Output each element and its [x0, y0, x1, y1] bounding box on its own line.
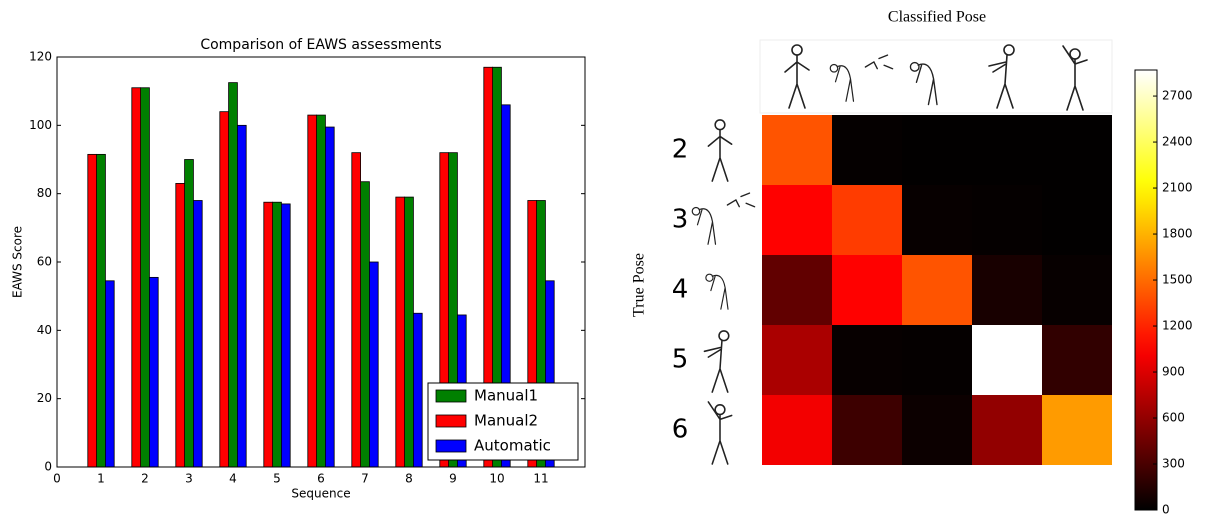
figure: Comparison of EAWS assessments Sequence EA… [0, 0, 1208, 514]
x-tick-label: 0 [53, 472, 61, 486]
y-tick-label: 6 [672, 415, 689, 445]
legend-swatch [436, 390, 466, 402]
x-tick-label: 8 [405, 472, 413, 486]
bar [405, 197, 414, 467]
bar [413, 313, 422, 467]
heatmap-cell [902, 395, 972, 465]
colorbar-tick-label: 1800 [1162, 227, 1193, 241]
y-tick-label: 40 [37, 323, 52, 337]
heatmap-cell [762, 255, 832, 325]
heatmap-cell [902, 255, 972, 325]
heatmap-cell [972, 395, 1042, 465]
heatmap-cell [832, 185, 902, 255]
chart-title: Classified Pose [888, 9, 986, 26]
x-tick-label: 3 [185, 472, 193, 486]
heatmap-cell [972, 255, 1042, 325]
x-axis-label: Sequence [291, 487, 350, 501]
bar [369, 262, 378, 467]
heatmap-cell [762, 185, 832, 255]
bar [105, 281, 114, 467]
y-tick-label: 120 [29, 50, 52, 64]
x-tick-label: 7 [361, 472, 369, 486]
legend-swatch [436, 440, 466, 452]
legend-label: Manual1 [474, 387, 538, 405]
heatmap-cell [902, 185, 972, 255]
heatmap-cell [972, 325, 1042, 395]
heatmap-cell [1042, 325, 1112, 395]
colorbar-tick-label: 2400 [1162, 135, 1193, 149]
bar [149, 277, 158, 467]
colorbar-tick-label: 600 [1162, 411, 1185, 425]
bar [220, 112, 229, 467]
bar [281, 204, 290, 467]
x-tick-label: 10 [489, 472, 504, 486]
bar [308, 115, 317, 467]
bar [273, 202, 282, 467]
heatmap-cell [902, 115, 972, 185]
y-tick-label: 5 [672, 345, 689, 375]
heatmap-cell [972, 115, 1042, 185]
chart-title: Comparison of EAWS assessments [200, 37, 441, 53]
colorbar-tick-label: 2100 [1162, 181, 1193, 195]
heatmap-cell [762, 395, 832, 465]
heatmap-cell [972, 185, 1042, 255]
heatmap-cell [1042, 185, 1112, 255]
heatmap-cell [1042, 395, 1112, 465]
bar [317, 115, 326, 467]
y-axis-label: EAWS Score [11, 226, 25, 298]
x-tick-label: 2 [141, 472, 149, 486]
colorbar-tick-label: 1200 [1162, 319, 1193, 333]
heatmap-cell [1042, 115, 1112, 185]
y-tick-label: 20 [37, 391, 52, 405]
bar [97, 154, 106, 467]
heatmap-cell [832, 115, 902, 185]
x-tick-label: 1 [97, 472, 105, 486]
heatmap-cell [832, 325, 902, 395]
bar [141, 88, 150, 467]
bar [185, 160, 194, 468]
heatmap-cell [1042, 255, 1112, 325]
x-tick-label: 11 [533, 472, 548, 486]
colorbar-tick-label: 0 [1162, 503, 1170, 515]
y-axis-label: True Pose [631, 253, 648, 317]
bar [132, 88, 141, 467]
y-tick-label: 3 [672, 205, 689, 235]
legend-swatch [436, 415, 466, 427]
colorbar-tick-label: 900 [1162, 365, 1185, 379]
y-tick-label: 2 [672, 135, 689, 165]
legend-label: Automatic [474, 437, 551, 455]
bar [361, 182, 370, 467]
bar [229, 83, 238, 467]
x-tick-label: 6 [317, 472, 325, 486]
x-tick-label: 4 [229, 472, 237, 486]
y-tick-label: 0 [44, 460, 52, 474]
x-tick-label: 5 [273, 472, 281, 486]
y-tick-label: 4 [672, 275, 689, 305]
colorbar [1135, 70, 1157, 510]
colorbar-tick-label: 300 [1162, 457, 1185, 471]
heatmap-cell [832, 255, 902, 325]
x-tick-label: 9 [449, 472, 457, 486]
heatmap-cell [832, 395, 902, 465]
y-tick-label: 100 [29, 118, 52, 132]
bar [88, 154, 97, 467]
y-tick-label: 80 [37, 186, 52, 200]
bar [193, 201, 202, 468]
legend-label: Manual2 [474, 412, 538, 430]
bar [237, 125, 246, 467]
y-tick-label: 60 [37, 255, 52, 269]
bar [264, 202, 273, 467]
heatmap-cell [762, 325, 832, 395]
bar [176, 183, 185, 467]
bar [396, 197, 405, 467]
heatmap-cell [762, 115, 832, 185]
bar [352, 153, 361, 467]
heatmap-cell [902, 325, 972, 395]
colorbar-tick-label: 1500 [1162, 273, 1193, 287]
colorbar-tick-label: 2700 [1162, 89, 1193, 103]
bar [325, 127, 334, 467]
